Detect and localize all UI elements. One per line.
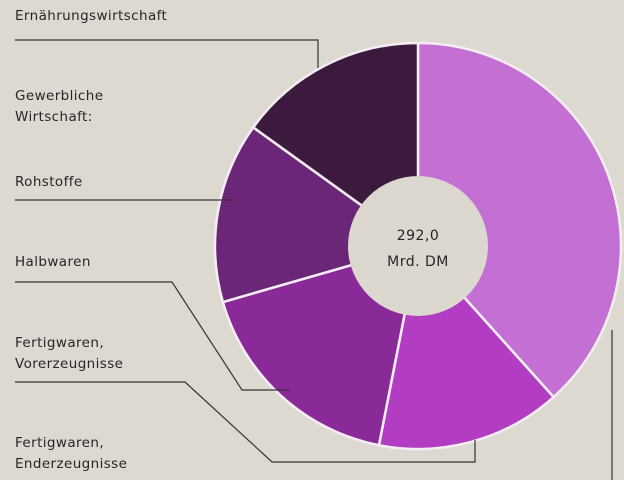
label: Rohstoffe [15, 174, 83, 190]
label: Fertigwaren, Enderzeugnisse [15, 435, 128, 472]
group-label: Gewerbliche Wirtschaft: [15, 88, 104, 125]
center-hole [348, 176, 488, 316]
label: Ernährungswirtschaft [15, 8, 168, 24]
leader-line [15, 381, 476, 463]
leader-line [15, 281, 290, 391]
slice [416, 41, 623, 399]
label: Fertigwaren, Vorerzeugnisse [15, 335, 124, 372]
label: Halbwaren [15, 254, 91, 270]
center-unit: Mrd. DM [387, 254, 449, 270]
leader-line [15, 39, 319, 68]
center-value: 292,0 [397, 228, 440, 244]
